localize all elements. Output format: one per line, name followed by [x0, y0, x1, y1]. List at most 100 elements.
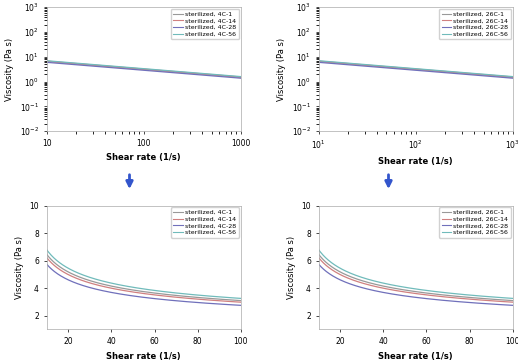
sterilized, 26C-28: [431, 70, 437, 74]
sterilized, 4C-1: [44, 253, 50, 257]
sterilized, 26C-1: [431, 292, 437, 296]
sterilized, 4C-56: [163, 290, 169, 294]
Line: sterilized, 4C-28: sterilized, 4C-28: [47, 62, 241, 78]
sterilized, 26C-14: [316, 256, 322, 261]
Y-axis label: Viscosity (Pa s): Viscosity (Pa s): [287, 236, 296, 299]
sterilized, 26C-28: [435, 70, 441, 74]
sterilized, 26C-56: [315, 248, 322, 252]
sterilized, 26C-56: [316, 248, 322, 253]
sterilized, 26C-14: [435, 69, 441, 73]
sterilized, 4C-28: [207, 73, 213, 78]
sterilized, 26C-14: [510, 75, 516, 80]
sterilized, 4C-14: [159, 294, 165, 298]
sterilized, 4C-14: [44, 255, 50, 260]
sterilized, 4C-14: [238, 75, 244, 80]
sterilized, 26C-28: [492, 75, 498, 79]
sterilized, 26C-28: [430, 70, 437, 74]
sterilized, 26C-1: [315, 252, 322, 256]
sterilized, 26C-28: [316, 263, 322, 267]
Line: sterilized, 26C-1: sterilized, 26C-1: [319, 254, 513, 300]
sterilized, 4C-28: [238, 76, 244, 80]
sterilized, 4C-56: [159, 289, 165, 294]
sterilized, 4C-14: [159, 69, 165, 73]
sterilized, 4C-1: [44, 252, 50, 256]
sterilized, 4C-28: [159, 70, 165, 74]
sterilized, 26C-28: [492, 302, 498, 306]
sterilized, 26C-14: [431, 294, 437, 298]
sterilized, 26C-56: [492, 295, 498, 299]
Line: sterilized, 26C-56: sterilized, 26C-56: [319, 250, 513, 298]
Line: sterilized, 4C-1: sterilized, 4C-1: [47, 254, 241, 300]
sterilized, 26C-56: [430, 289, 437, 294]
sterilized, 4C-1: [159, 292, 165, 296]
Line: sterilized, 4C-28: sterilized, 4C-28: [47, 264, 241, 305]
Legend: sterilized, 26C-1, sterilized, 26C-14, sterilized, 26C-28, sterilized, 26C-56: sterilized, 26C-1, sterilized, 26C-14, s…: [439, 207, 511, 237]
sterilized, 4C-1: [44, 59, 50, 63]
sterilized, 4C-56: [207, 72, 213, 76]
sterilized, 26C-56: [431, 289, 437, 294]
sterilized, 26C-14: [315, 59, 322, 64]
sterilized, 4C-56: [159, 289, 165, 294]
sterilized, 26C-1: [492, 297, 498, 302]
sterilized, 4C-56: [44, 59, 50, 63]
sterilized, 4C-1: [238, 75, 244, 79]
sterilized, 4C-1: [220, 73, 226, 78]
Line: sterilized, 4C-14: sterilized, 4C-14: [47, 257, 241, 302]
Line: sterilized, 4C-1: sterilized, 4C-1: [47, 61, 241, 77]
sterilized, 26C-1: [435, 69, 441, 73]
sterilized, 4C-28: [220, 302, 226, 306]
sterilized, 4C-56: [44, 248, 50, 253]
Line: sterilized, 26C-56: sterilized, 26C-56: [319, 61, 513, 77]
sterilized, 26C-56: [316, 59, 322, 63]
sterilized, 26C-56: [492, 73, 498, 77]
sterilized, 26C-14: [479, 73, 485, 77]
sterilized, 26C-14: [315, 255, 322, 260]
sterilized, 4C-1: [159, 292, 165, 296]
sterilized, 26C-56: [430, 68, 437, 72]
sterilized, 4C-28: [44, 60, 50, 64]
sterilized, 4C-14: [159, 294, 165, 298]
Line: sterilized, 26C-14: sterilized, 26C-14: [319, 62, 513, 77]
sterilized, 4C-28: [220, 75, 226, 79]
sterilized, 26C-1: [430, 292, 437, 296]
sterilized, 26C-56: [431, 68, 437, 72]
Legend: sterilized, 4C-1, sterilized, 4C-14, sterilized, 4C-28, sterilized, 4C-56: sterilized, 4C-1, sterilized, 4C-14, ste…: [171, 9, 239, 39]
sterilized, 4C-14: [207, 298, 213, 302]
sterilized, 26C-28: [510, 76, 516, 80]
sterilized, 26C-14: [435, 294, 441, 298]
sterilized, 4C-28: [159, 297, 165, 302]
sterilized, 4C-56: [238, 296, 244, 300]
sterilized, 4C-14: [220, 74, 226, 78]
sterilized, 4C-28: [159, 297, 165, 302]
sterilized, 4C-14: [44, 59, 50, 64]
sterilized, 26C-28: [435, 298, 441, 302]
sterilized, 4C-28: [163, 70, 169, 74]
sterilized, 4C-56: [159, 68, 165, 72]
sterilized, 26C-1: [431, 68, 437, 73]
sterilized, 26C-1: [479, 72, 485, 77]
X-axis label: Shear rate (1/s): Shear rate (1/s): [106, 352, 181, 361]
sterilized, 4C-28: [44, 262, 50, 266]
sterilized, 4C-28: [159, 70, 165, 74]
sterilized, 26C-14: [430, 69, 437, 73]
sterilized, 26C-14: [479, 298, 485, 302]
sterilized, 4C-1: [163, 69, 169, 73]
sterilized, 4C-28: [44, 60, 50, 64]
sterilized, 26C-56: [315, 59, 322, 63]
sterilized, 26C-28: [479, 73, 485, 78]
sterilized, 26C-56: [479, 294, 485, 298]
sterilized, 4C-28: [44, 263, 50, 267]
sterilized, 4C-14: [220, 299, 226, 303]
sterilized, 26C-28: [316, 60, 322, 64]
sterilized, 26C-28: [315, 262, 322, 266]
sterilized, 26C-1: [316, 253, 322, 257]
sterilized, 4C-14: [159, 69, 165, 73]
Legend: sterilized, 4C-1, sterilized, 4C-14, sterilized, 4C-28, sterilized, 4C-56: sterilized, 4C-1, sterilized, 4C-14, ste…: [171, 207, 239, 237]
sterilized, 4C-1: [207, 72, 213, 77]
Line: sterilized, 4C-56: sterilized, 4C-56: [47, 61, 241, 77]
sterilized, 26C-1: [315, 59, 322, 63]
sterilized, 26C-14: [492, 74, 498, 78]
Y-axis label: Viscosity (Pa s): Viscosity (Pa s): [277, 38, 286, 101]
sterilized, 4C-56: [238, 75, 244, 79]
Line: sterilized, 26C-14: sterilized, 26C-14: [319, 257, 513, 302]
